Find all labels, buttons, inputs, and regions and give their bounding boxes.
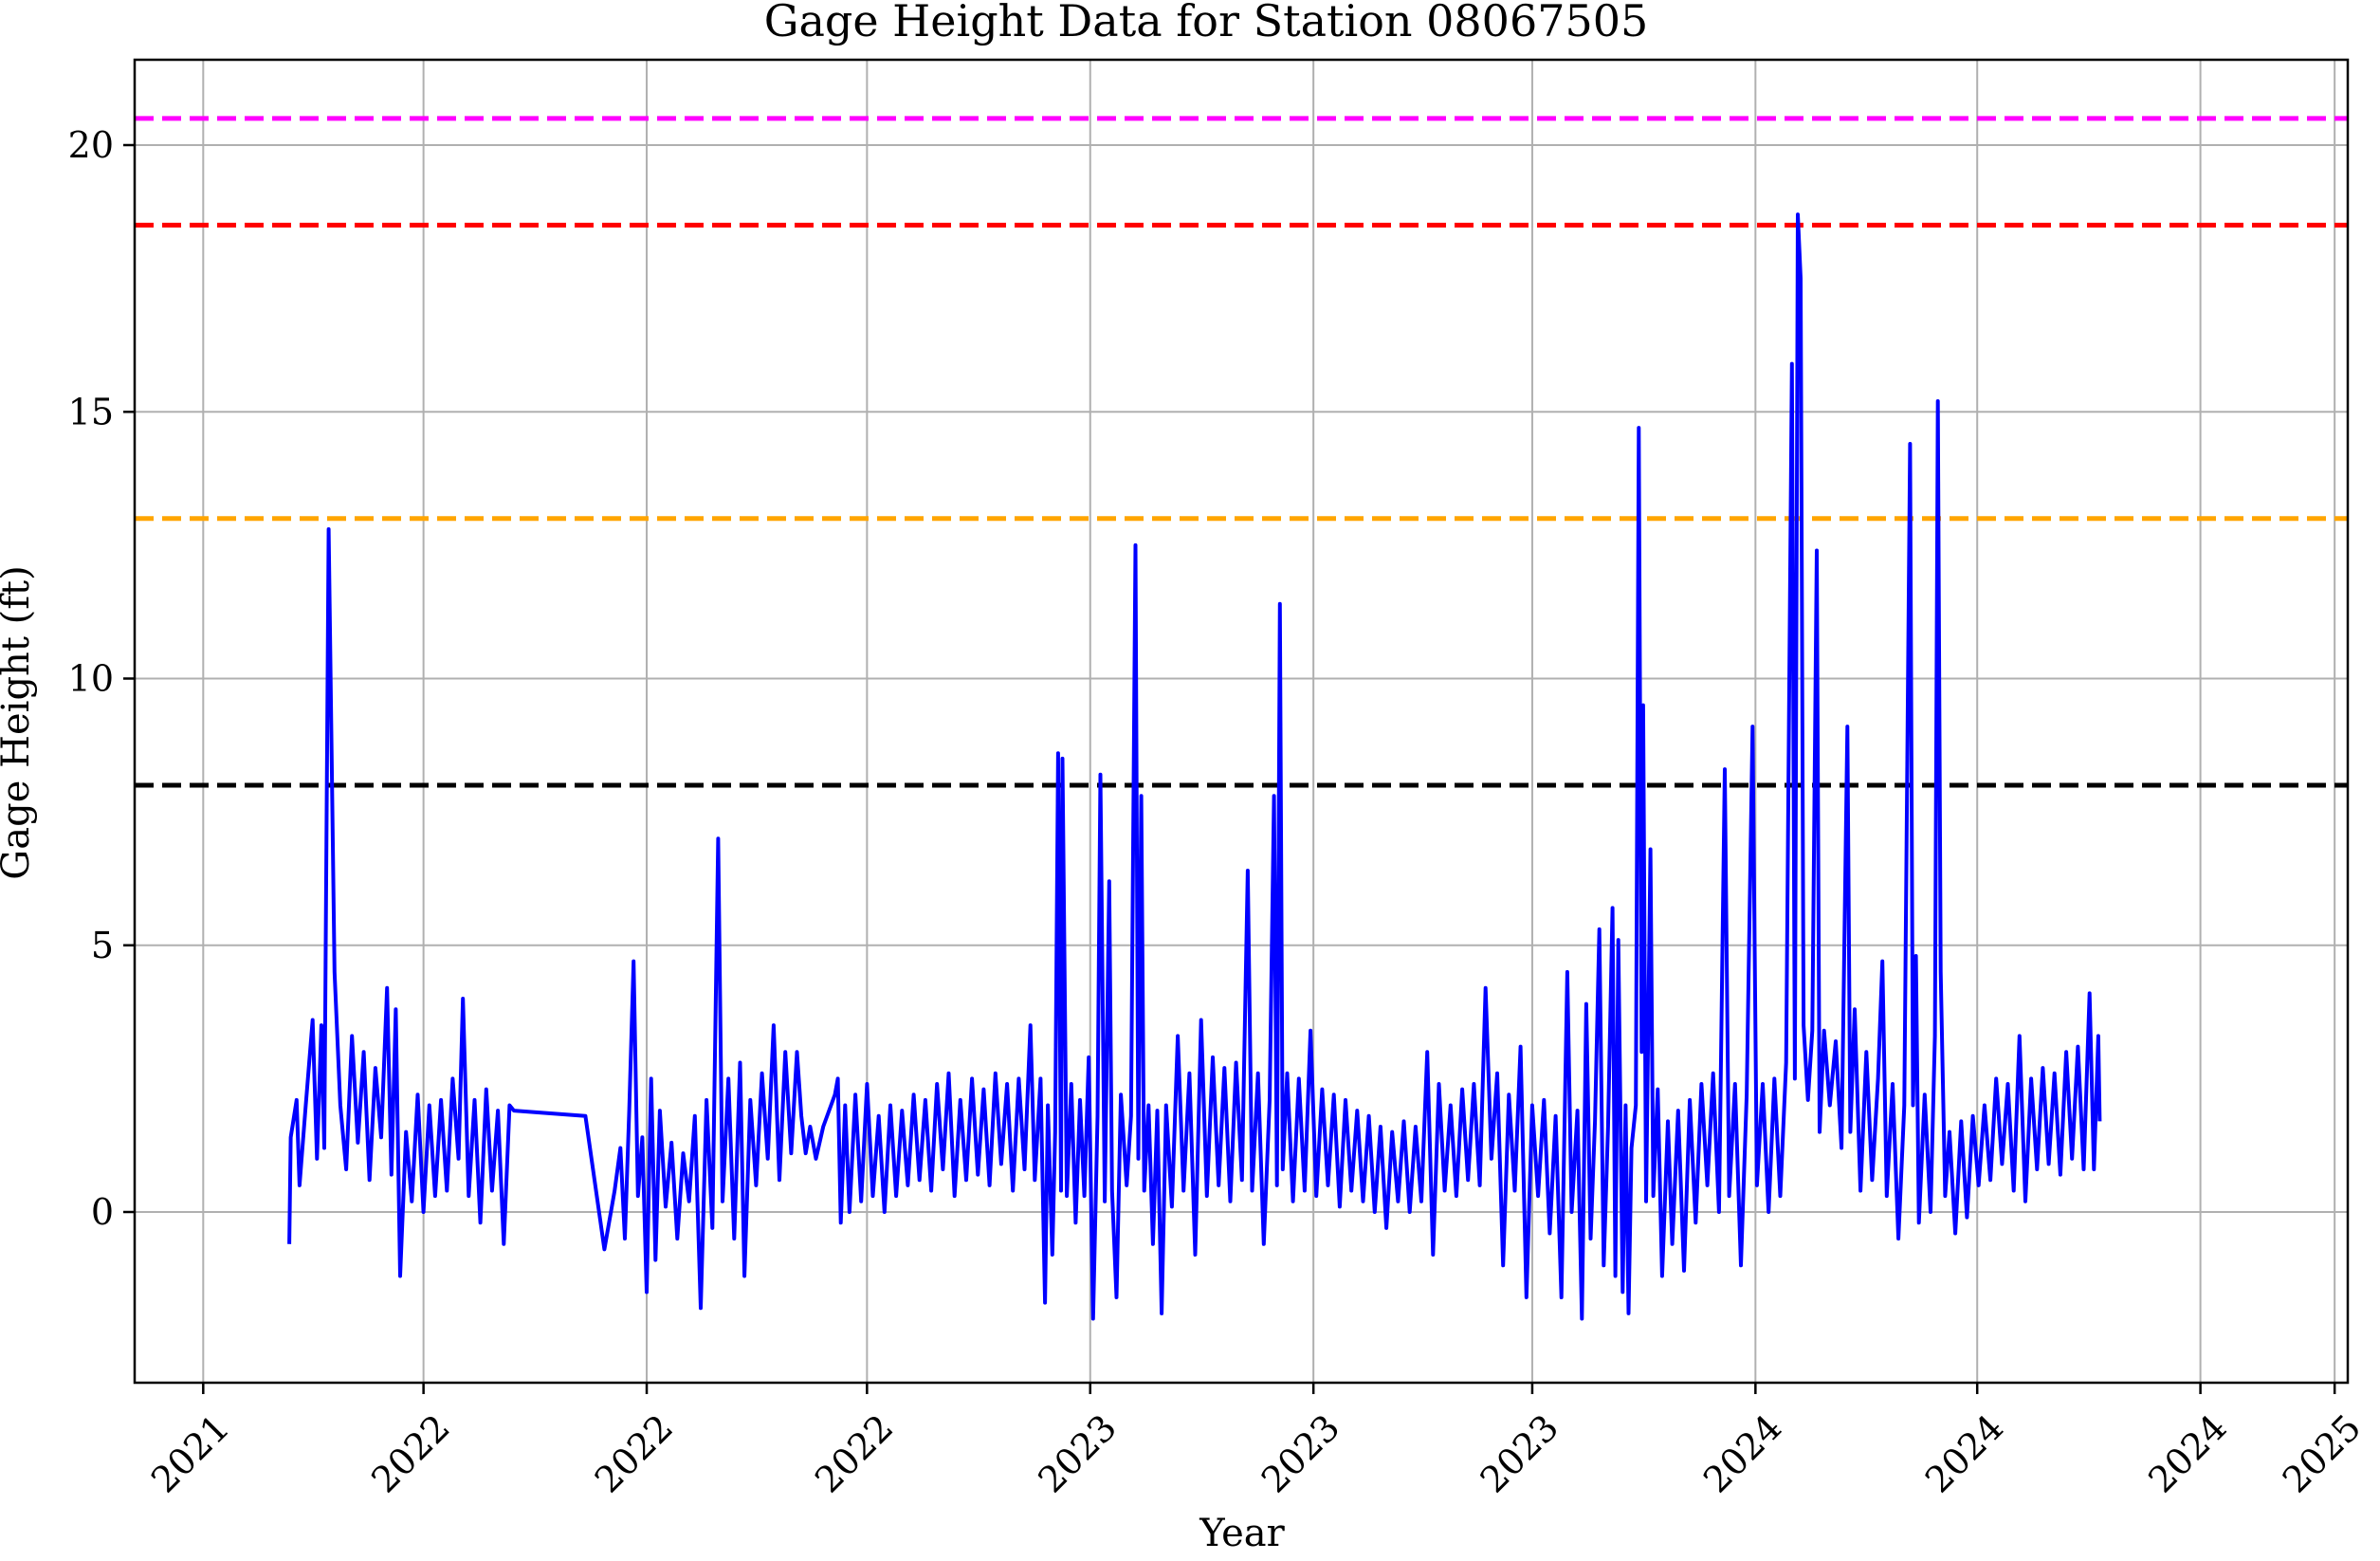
x-tick-label: 2024 bbox=[1695, 1406, 1790, 1501]
chart-title: Gage Height Data for Station 08067505 bbox=[764, 0, 1649, 46]
x-axis-label: Year bbox=[1199, 1512, 1285, 1555]
x-tick-label: 2021 bbox=[143, 1406, 238, 1501]
x-tick-label: 2024 bbox=[2140, 1406, 2235, 1501]
x-axis-ticks: 2021 2022 2022 2022 2023 2023 2023 2024 2024 2024… bbox=[143, 1383, 2369, 1501]
x-tick-label: 2022 bbox=[363, 1406, 458, 1501]
x-tick-label: 2023 bbox=[1473, 1406, 1567, 1501]
x-tick-label: 2023 bbox=[1030, 1406, 1125, 1501]
x-tick-label: 2025 bbox=[2275, 1406, 2370, 1501]
x-tick-label: 2022 bbox=[807, 1406, 902, 1501]
y-axis-ticks: 0 5 10 15 20 bbox=[68, 124, 135, 1233]
x-tick-label: 2022 bbox=[587, 1406, 682, 1501]
y-tick-label: 10 bbox=[68, 658, 114, 700]
y-tick-label: 0 bbox=[91, 1191, 114, 1233]
x-tick-label: 2023 bbox=[1254, 1406, 1348, 1501]
y-tick-label: 5 bbox=[91, 925, 114, 966]
series-layer bbox=[287, 212, 2102, 1321]
threshold-lines bbox=[135, 116, 2348, 788]
plot-frame bbox=[133, 58, 2350, 1385]
x-tick-label: 2024 bbox=[1917, 1406, 2012, 1501]
y-tick-label: 15 bbox=[68, 391, 114, 432]
y-tick-label: 20 bbox=[68, 124, 114, 166]
y-axis-label: Gage Height (ft) bbox=[0, 565, 38, 879]
gage-height-series-line bbox=[287, 212, 2102, 1321]
